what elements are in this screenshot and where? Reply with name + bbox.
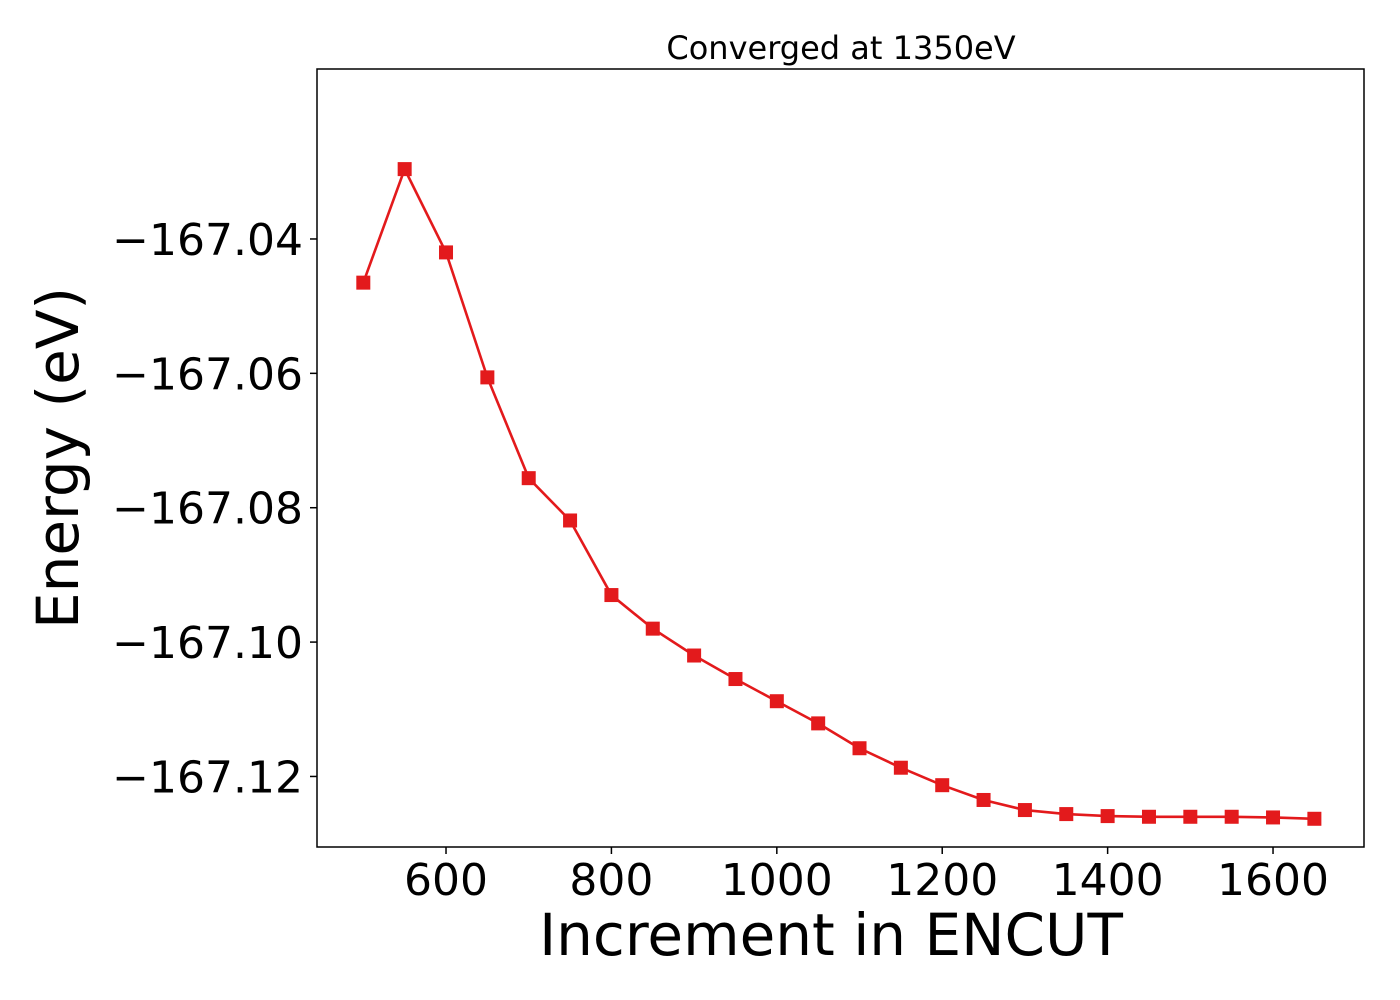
data-point	[521, 471, 536, 486]
y-tick-label: −167.12	[112, 752, 303, 803]
data-point	[1017, 803, 1032, 818]
data-point	[1307, 811, 1322, 826]
chart-title: Converged at 1350eV	[666, 29, 1015, 67]
data-point	[1141, 809, 1156, 824]
y-axis-label: Energy (eV)	[24, 287, 92, 629]
data-point	[811, 716, 826, 731]
y-tick-label: −167.08	[112, 484, 303, 535]
x-axis-label: Increment in ENCUT	[539, 901, 1123, 969]
y-tick-label: −167.04	[112, 215, 303, 266]
y-tick-label: −167.10	[112, 618, 303, 669]
data-point	[645, 621, 660, 636]
y-axis: −167.04 −167.06 −167.08 −167.10 −167.12	[112, 215, 317, 803]
data-point	[1266, 810, 1281, 825]
x-tick-label: 600	[404, 855, 488, 906]
y-tick-label: −167.06	[112, 349, 303, 400]
data-point	[604, 588, 619, 603]
x-tick-label: 1400	[1052, 855, 1164, 906]
plot-frame	[316, 68, 1365, 848]
x-axis: 600 800 1000 1200 1400 1600	[404, 847, 1329, 906]
x-tick-label: 1200	[886, 855, 998, 906]
x-tick-label: 1600	[1217, 855, 1329, 906]
data-point	[356, 275, 371, 290]
data-point	[935, 778, 950, 793]
data-point	[728, 672, 743, 687]
data-point	[1059, 807, 1074, 822]
data-point	[1183, 809, 1198, 824]
data-point	[480, 370, 495, 385]
x-tick-label: 1000	[721, 855, 833, 906]
data-point	[1100, 809, 1115, 824]
data-point	[563, 513, 578, 528]
data-point	[439, 245, 454, 260]
data-point	[397, 162, 412, 177]
data-point	[1224, 809, 1239, 824]
data-point	[976, 792, 991, 807]
data-point	[893, 760, 908, 775]
x-tick-label: 800	[569, 855, 653, 906]
plot-area	[356, 162, 1322, 826]
data-point	[769, 694, 784, 709]
data-point	[852, 741, 867, 756]
data-point	[687, 648, 702, 663]
